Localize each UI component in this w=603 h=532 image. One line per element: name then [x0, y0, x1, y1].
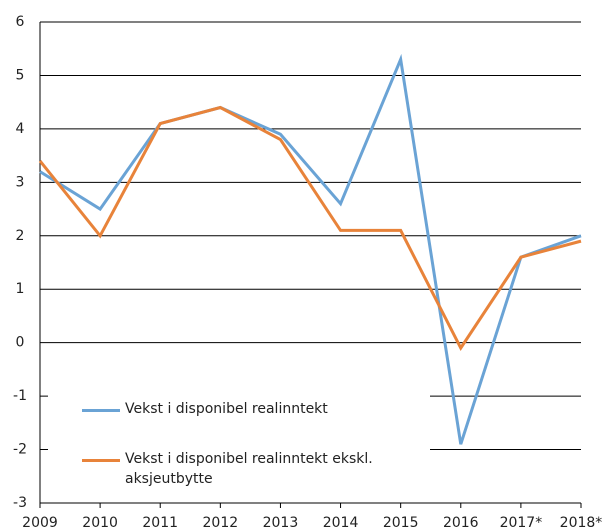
x-tick-label: 2016	[443, 515, 479, 531]
y-tick-label: 2	[16, 228, 25, 244]
series-line	[38, 105, 582, 351]
x-tick-label: 2018*	[560, 515, 603, 531]
x-tick-label: 2010	[82, 515, 118, 531]
y-tick-label: 3	[16, 174, 25, 190]
x-tick-label: 2013	[263, 515, 299, 531]
y-tick-label: 6	[16, 14, 25, 30]
series-line	[39, 53, 582, 445]
y-tick-label: 1	[16, 281, 25, 297]
legend-swatch	[82, 459, 120, 462]
x-tick-label: 2009	[22, 515, 58, 531]
x-tick-label: 2015	[383, 515, 419, 531]
x-tick-label: 2011	[142, 515, 178, 531]
y-tick-label: 0	[16, 335, 25, 351]
y-tick-label: -1	[13, 388, 27, 404]
legend-label: Vekst i disponibel realinntekt	[125, 401, 328, 417]
legend-box	[48, 378, 430, 500]
y-tick-label: 5	[16, 67, 25, 83]
legend-swatch	[82, 409, 120, 412]
y-tick-label: -3	[13, 495, 27, 511]
y-tick-label: -2	[13, 442, 27, 458]
x-tick-label: 2014	[323, 515, 359, 531]
legend-label: Vekst i disponibel realinntekt ekskl. ak…	[125, 451, 373, 487]
y-tick-label: 4	[16, 121, 25, 137]
x-tick-label: 2017*	[500, 515, 543, 531]
x-tick-label: 2012	[203, 515, 239, 531]
